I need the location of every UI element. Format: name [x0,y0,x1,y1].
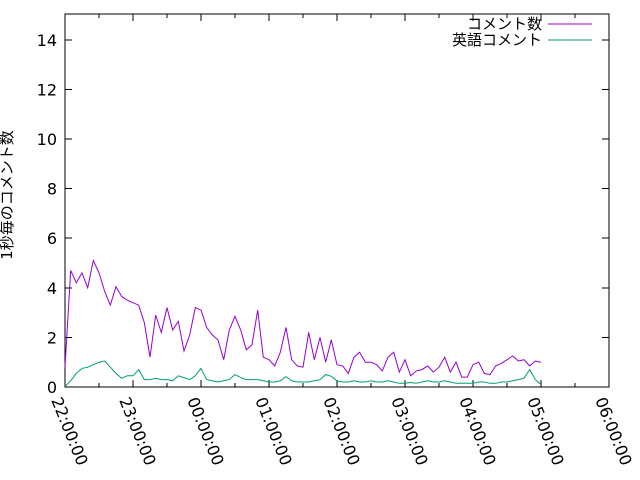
axis-ticks [64,14,610,388]
series-line-comments [64,258,542,378]
x-tick-label: 03:00:00 [387,394,432,468]
legend-label-english-comments: 英語コメント [452,31,542,49]
series-line-english-comments [64,360,542,387]
y-tick-label: 2 [47,328,57,347]
x-tick-label: 23:00:00 [115,394,160,468]
y-tick-label: 10 [37,130,57,149]
y-axis-label: 1秒毎のコメント数 [0,130,16,260]
data-series [64,258,542,387]
x-tick-label: 22:00:00 [47,394,92,468]
x-tick-label: 06:00:00 [591,394,636,468]
x-tick-label: 04:00:00 [455,394,500,468]
axis-tick-labels: 22:00:00 23:00:00 00:00:00 01:00:00 02:00:00… [37,31,636,468]
x-tick-label: 05:00:00 [523,394,568,468]
y-tick-label: 8 [47,180,57,199]
y-tick-label: 6 [47,229,57,248]
y-tick-label: 12 [37,80,57,99]
x-tick-label: 02:00:00 [319,394,364,468]
x-tick-label: 01:00:00 [251,394,296,468]
legend-label-comments: コメント数 [467,15,542,33]
y-tick-label: 14 [37,31,57,50]
y-tick-label: 0 [47,378,57,397]
y-tick-label: 4 [47,279,57,298]
legend: コメント数 英語コメント [452,15,592,49]
plot-border [64,13,610,388]
x-tick-label: 00:00:00 [183,394,228,468]
